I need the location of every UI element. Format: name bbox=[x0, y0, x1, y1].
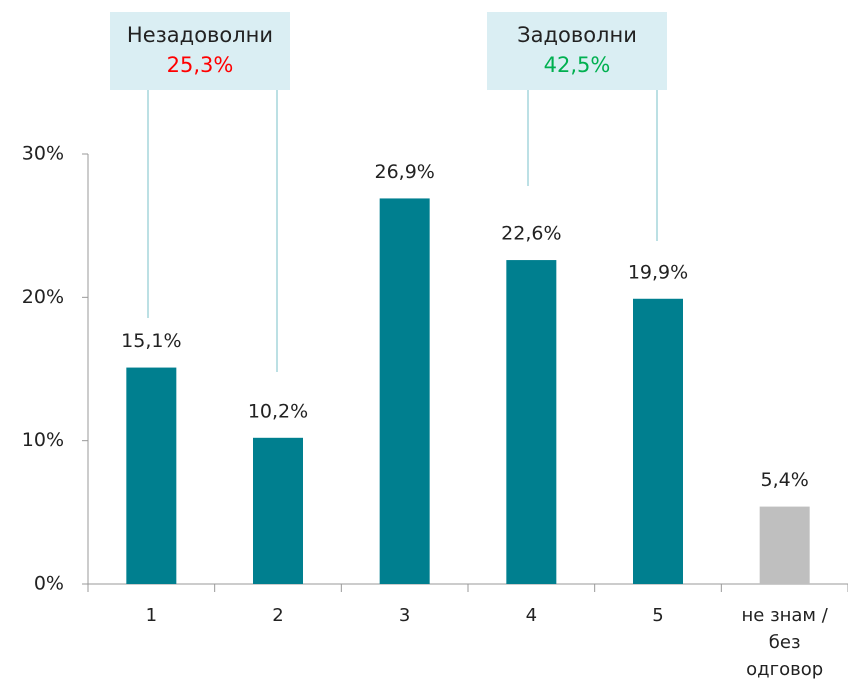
annotation-value: 42,5% bbox=[543, 53, 611, 77]
value-label: 5,4% bbox=[761, 469, 809, 491]
x-tick-label: 3 bbox=[398, 605, 411, 626]
bar bbox=[759, 506, 810, 584]
annotation-box: Незадоволни 25,3% bbox=[110, 12, 290, 90]
bar bbox=[506, 260, 557, 584]
x-tick-label: 2 bbox=[272, 605, 284, 626]
y-tick-label: 20% bbox=[22, 286, 64, 308]
value-label: 26,9% bbox=[374, 161, 434, 183]
x-tick-label: 1 bbox=[145, 605, 158, 626]
y-tick-label: 30% bbox=[22, 143, 64, 165]
bar bbox=[126, 367, 177, 584]
y-tick-label: 10% bbox=[22, 429, 64, 451]
bar bbox=[633, 298, 683, 584]
x-tick-label: 5 bbox=[652, 605, 664, 626]
value-label: 15,1% bbox=[121, 330, 181, 352]
x-tick-label: 4 bbox=[525, 605, 538, 626]
annotation-title: Задоволни bbox=[517, 23, 637, 47]
y-tick-label: 0% bbox=[34, 573, 64, 595]
bar bbox=[379, 198, 430, 584]
value-label: 10,2% bbox=[248, 400, 308, 422]
annotation-value: 25,3% bbox=[166, 53, 234, 77]
bar bbox=[253, 437, 303, 584]
value-label: 22,6% bbox=[501, 223, 561, 245]
annotation-title: Незадоволни bbox=[126, 23, 274, 47]
value-label: 19,9% bbox=[628, 261, 688, 283]
annotation-box: Задоволни 42,5% bbox=[487, 12, 667, 90]
x-tick-label: не знам / без одговор bbox=[741, 605, 828, 680]
